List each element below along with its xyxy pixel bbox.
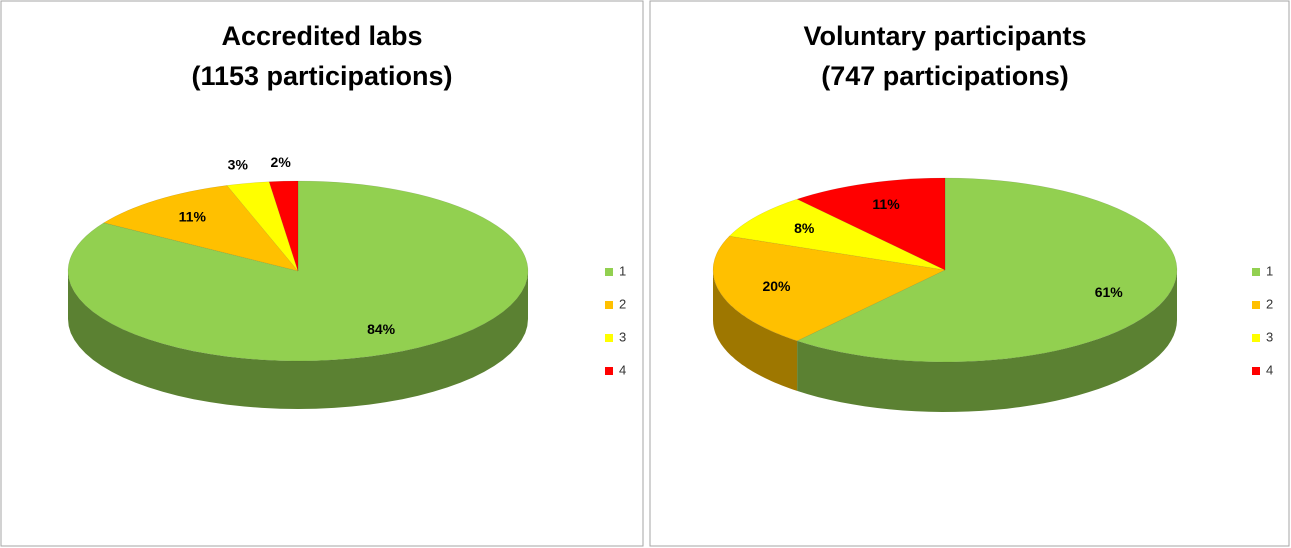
- legend-label: 3: [1266, 329, 1273, 344]
- legend-label: 4: [619, 362, 626, 377]
- pie-side: [68, 271, 528, 409]
- pie-side: [797, 270, 1177, 412]
- data-label: 84%: [367, 321, 396, 337]
- legend-label: 4: [1266, 362, 1273, 377]
- legend-swatch: [1252, 334, 1260, 342]
- data-label: 11%: [872, 196, 900, 212]
- legend-label: 3: [619, 329, 626, 344]
- data-label: 3%: [228, 156, 249, 172]
- chart-subtitle: (1153 participations): [191, 61, 452, 91]
- data-label: 8%: [794, 220, 815, 236]
- chart-title: Accredited labs: [221, 21, 422, 51]
- pie-slice: [268, 180, 299, 272]
- data-label: 20%: [762, 278, 791, 294]
- legend-swatch: [605, 301, 613, 309]
- legend-swatch: [1252, 301, 1260, 309]
- chart-subtitle: (747 participations): [821, 61, 1069, 91]
- legend-label: 1: [619, 263, 626, 278]
- legend-label: 2: [1266, 296, 1273, 311]
- legend-swatch: [1252, 268, 1260, 276]
- legend-label: 1: [1266, 263, 1273, 278]
- legend-swatch: [605, 268, 613, 276]
- pie-slice: [712, 235, 946, 342]
- pie-slice: [796, 177, 946, 271]
- data-label: 2%: [271, 154, 292, 170]
- chart-title: Voluntary participants: [803, 21, 1086, 51]
- pie-slice: [728, 198, 946, 271]
- legend-swatch: [605, 367, 613, 375]
- pie-slice: [103, 185, 299, 272]
- legend-swatch: [605, 334, 613, 342]
- pie-side: [713, 270, 798, 391]
- pie-slice: [796, 177, 1178, 363]
- pie-slice: [226, 181, 299, 272]
- legend-label: 2: [619, 296, 626, 311]
- legend-swatch: [1252, 367, 1260, 375]
- pie-slice: [67, 180, 529, 362]
- data-label: 61%: [1095, 284, 1124, 300]
- data-label: 11%: [179, 208, 207, 224]
